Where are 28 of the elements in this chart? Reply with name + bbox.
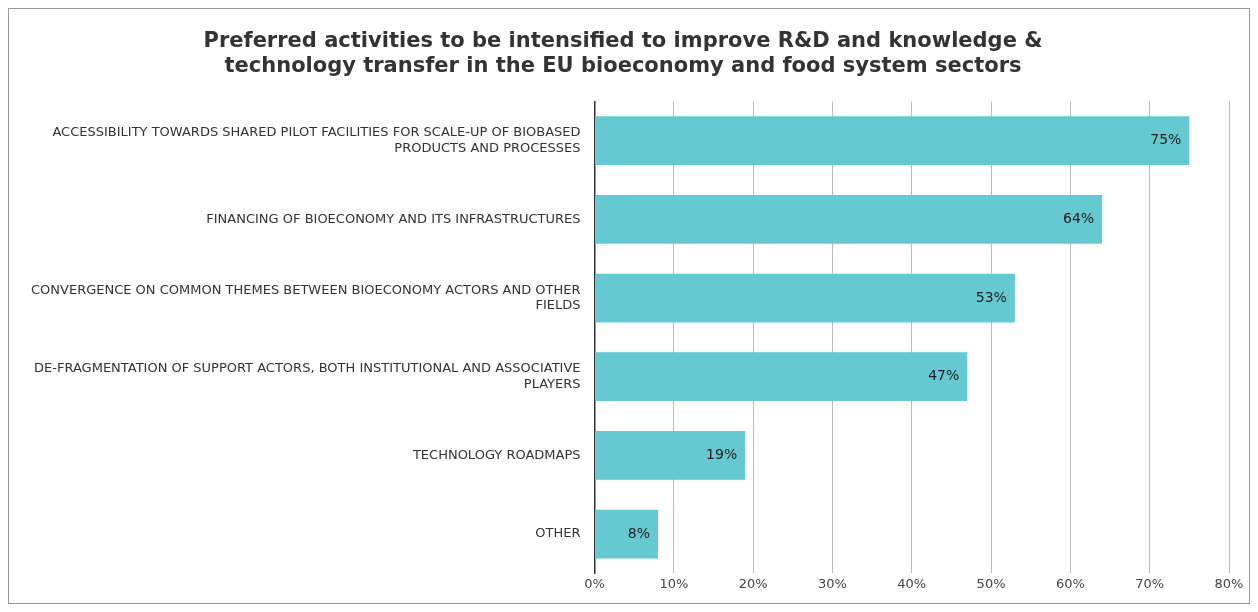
y-tick-label: FINANCING OF BIOECONOMY AND ITS INFRASTRUCTURES — [206, 210, 581, 226]
bar — [595, 431, 746, 480]
chart-title: Preferred activities to be intensified to improve R&D and knowledge & technology transfer in the EU bioeconomy and food system sectors — [203, 28, 1043, 78]
x-tick-label: 30% — [818, 575, 847, 591]
data-label: 8% — [627, 524, 650, 541]
y-tick-label: DE-FRAGMENTATION OF SUPPORT ACTORS, BOTH INSTITUTIONAL AND ASSOCIATIVE PLAYERS — [34, 360, 581, 391]
bar — [595, 116, 1190, 166]
x-tick-label: 0% — [584, 575, 605, 591]
data-label: 64% — [1062, 210, 1095, 227]
y-tick-label: ACCESSIBILITY TOWARDS SHARED PILOT FACILITIES FOR SCALE-UP OF BIOBASED PRODUCTS AND PROCESSES — [52, 124, 581, 155]
x-tick-label: 80% — [1214, 575, 1244, 591]
data-label: 75% — [1150, 131, 1182, 148]
bar — [595, 273, 1015, 323]
bar — [595, 352, 968, 402]
x-tick-label: 70% — [1135, 575, 1165, 591]
data-label: 47% — [928, 367, 960, 384]
data-label: 53% — [975, 288, 1007, 305]
bar — [595, 195, 1103, 244]
y-tick-label: OTHER — [535, 525, 581, 541]
x-tick-label: 10% — [659, 575, 689, 591]
y-tick-label: TECHNOLOGY ROADMAPS — [411, 446, 581, 462]
x-tick-label: 40% — [897, 575, 927, 591]
data-label: 19% — [706, 446, 738, 463]
bar — [595, 509, 658, 559]
x-tick-label: 20% — [738, 575, 768, 591]
y-tick-label: CONVERGENCE ON COMMON THEMES BETWEEN BIOECONOMY ACTORS AND OTHER FIELDS — [31, 281, 581, 313]
x-tick-label: 60% — [1055, 575, 1085, 591]
x-tick-label: 50% — [976, 575, 1006, 591]
